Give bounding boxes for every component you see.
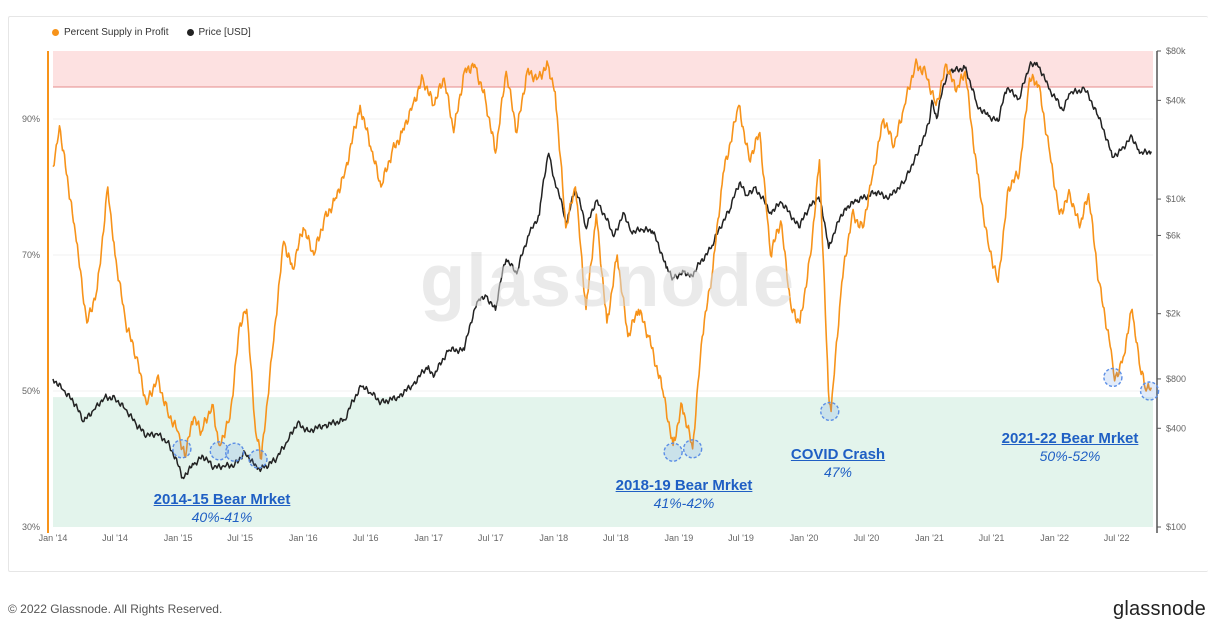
legend-dot-profit	[52, 29, 59, 36]
y-right-tick-label: $400	[1166, 423, 1186, 433]
low-profit-zone	[53, 397, 1153, 527]
annotation-title: 2018-19 Bear Mrket	[615, 477, 753, 494]
legend-label-profit: Percent Supply in Profit	[64, 27, 169, 38]
y-right-tick-label: $40k	[1166, 95, 1186, 105]
x-tick-label: Jul '14	[102, 533, 128, 543]
y-right-tick-label: $6k	[1166, 230, 1181, 240]
bottom-marker	[248, 449, 268, 469]
annotation-title: 2014-15 Bear Mrket	[153, 491, 291, 508]
glassnode-logo: glassnode	[1113, 598, 1206, 620]
x-tick-label: Jan '15	[164, 533, 193, 543]
x-tick-label: Jan '19	[665, 533, 694, 543]
chart-frame	[8, 16, 1208, 572]
legend-label-price: Price [USD]	[198, 27, 251, 38]
y-left-tick-label: 70%	[22, 250, 40, 260]
x-tick-label: Jan '21	[915, 533, 944, 543]
y-left-tick-label: 30%	[22, 522, 40, 532]
annotation-subtitle: 47%	[823, 464, 853, 480]
y-right-tick-label: $100	[1166, 522, 1186, 532]
annotation-title: 2021-22 Bear Mrket	[1001, 430, 1139, 447]
bottom-marker	[1139, 381, 1160, 401]
y-left-tick-label: 90%	[22, 114, 40, 124]
high-profit-zone	[53, 51, 1153, 88]
x-tick-label: Jan '16	[289, 533, 318, 543]
annotation-covid: COVID Crash 47%	[791, 446, 885, 480]
x-tick-label: Jan '20	[790, 533, 819, 543]
x-tick-label: Jul '17	[478, 533, 504, 543]
bottom-marker	[172, 439, 192, 459]
x-tick-label: Jul '19	[728, 533, 754, 543]
legend-item-price[interactable]: Price [USD]	[186, 27, 251, 38]
annotation-title: COVID Crash	[790, 446, 886, 463]
series-line-price	[52, 61, 1152, 480]
bottom-marker	[663, 442, 683, 462]
x-tick-label: Jul '18	[603, 533, 629, 543]
legend-item-profit[interactable]: Percent Supply in Profit	[52, 27, 169, 38]
annotation-subtitle: 41%-42%	[653, 495, 715, 511]
y-right-tick-label: $80k	[1166, 46, 1186, 56]
bottom-marker	[820, 401, 840, 422]
y-left-tick-label: 50%	[22, 386, 40, 396]
annotation-2018-19: 2018-19 Bear Mrket 41%-42%	[616, 477, 753, 511]
footer-copyright: © 2022 Glassnode. All Rights Reserved.	[8, 602, 223, 616]
x-tick-label: Jan '22	[1040, 533, 1069, 543]
y-right-tick-label: $800	[1166, 374, 1186, 384]
chart-legend: Percent Supply in Profit Price [USD]	[52, 27, 251, 38]
x-tick-label: Jul '21	[979, 533, 1005, 543]
bottom-marker	[682, 439, 703, 459]
x-tick-label: Jan '14	[39, 533, 68, 543]
bottom-marker	[224, 442, 245, 462]
x-tick-label: Jul '22	[1104, 533, 1130, 543]
annotation-2021-22: 2021-22 Bear Mrket 50%-52%	[1002, 430, 1139, 464]
bottom-marker	[1103, 367, 1123, 388]
series-line-profit	[52, 58, 1153, 460]
x-tick-label: Jul '16	[353, 533, 379, 543]
legend-dot-price	[186, 29, 194, 36]
y-right-tick-label: $2k	[1166, 309, 1181, 319]
x-tick-label: Jan '18	[539, 533, 568, 543]
x-tick-label: Jul '15	[227, 533, 253, 543]
bottom-marker	[209, 441, 229, 461]
annotation-subtitle: 40%-41%	[191, 509, 253, 525]
x-tick-label: Jul '20	[854, 533, 880, 543]
annotation-2014-15: 2014-15 Bear Mrket 40%-41%	[154, 491, 291, 525]
annotation-subtitle: 50%-52%	[1039, 448, 1101, 464]
y-right-tick-label: $10k	[1166, 194, 1186, 204]
x-tick-label: Jan '17	[414, 533, 443, 543]
